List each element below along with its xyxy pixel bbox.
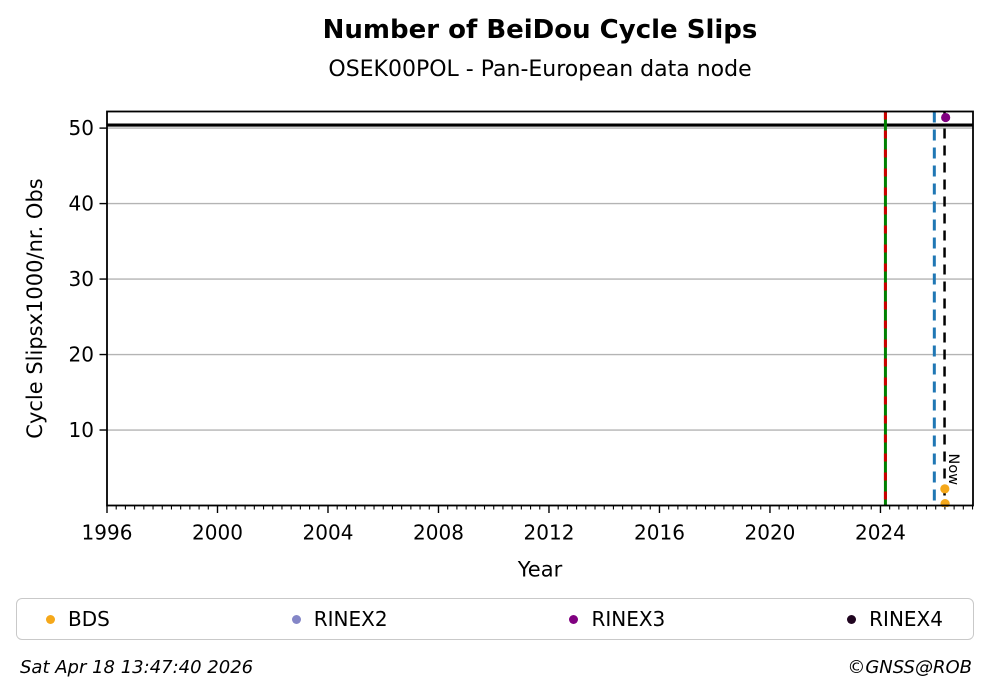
rinex3-marker-icon bbox=[569, 614, 579, 624]
chart-canvas: 10 20 30 40 50 1996 2000 2004 2008 2012 2016 2020 20… bbox=[23, 110, 974, 582]
y-tick-label: 50 bbox=[69, 116, 94, 140]
y-tick-label: 10 bbox=[69, 418, 94, 442]
rinex2-marker-icon bbox=[291, 614, 301, 624]
data-point-bds bbox=[940, 484, 950, 494]
legend-label: RINEX3 bbox=[591, 607, 666, 631]
footer: Sat Apr 18 13:47:40 2026 ©GNSS@ROB bbox=[20, 657, 972, 678]
y-axis-label: Cycle Slipsx1000/nr. Obs bbox=[23, 178, 47, 438]
chart-title: Number of BeiDou Cycle Slips bbox=[322, 15, 758, 45]
copyright: ©GNSS@ROB bbox=[847, 657, 972, 678]
x-tick-label: 2000 bbox=[192, 521, 243, 545]
data-point-bds bbox=[940, 499, 950, 507]
x-tick-label: 2008 bbox=[413, 521, 464, 545]
y-tick-label: 40 bbox=[69, 192, 94, 216]
rinex4-marker-icon bbox=[847, 614, 857, 624]
legend-label: BDS bbox=[68, 607, 110, 631]
now-label: Now bbox=[945, 454, 961, 486]
legend-item-rinex3: RINEX3 bbox=[569, 607, 665, 631]
x-tick-label: 2004 bbox=[303, 521, 354, 545]
legend-label: RINEX4 bbox=[869, 607, 943, 631]
data-point-rinex3 bbox=[941, 112, 951, 123]
chart-subtitle: OSEK00POL - Pan-European data node bbox=[328, 57, 752, 82]
y-tick-label: 30 bbox=[69, 267, 94, 291]
legend-item-rinex2: RINEX2 bbox=[291, 607, 388, 631]
x-tick-label: 2024 bbox=[855, 521, 906, 545]
plot-timestamp: Sat Apr 18 13:47:40 2026 bbox=[20, 657, 254, 678]
legend-label: RINEX2 bbox=[313, 607, 388, 631]
x-tick-label: 2016 bbox=[634, 521, 685, 545]
legend-item-bds: BDS bbox=[46, 607, 110, 631]
legend: BDS RINEX2 RINEX3 RINEX4 bbox=[16, 598, 974, 640]
x-tick-label: 2020 bbox=[745, 521, 796, 545]
bds-marker-icon bbox=[46, 614, 55, 624]
y-tick-label: 20 bbox=[69, 343, 94, 367]
x-tick-label: 2012 bbox=[524, 521, 575, 545]
x-tick-label: 1996 bbox=[82, 521, 133, 545]
x-axis-label: Year bbox=[517, 558, 563, 582]
plot-frame bbox=[106, 110, 974, 507]
legend-item-rinex4: RINEX4 bbox=[847, 607, 943, 631]
